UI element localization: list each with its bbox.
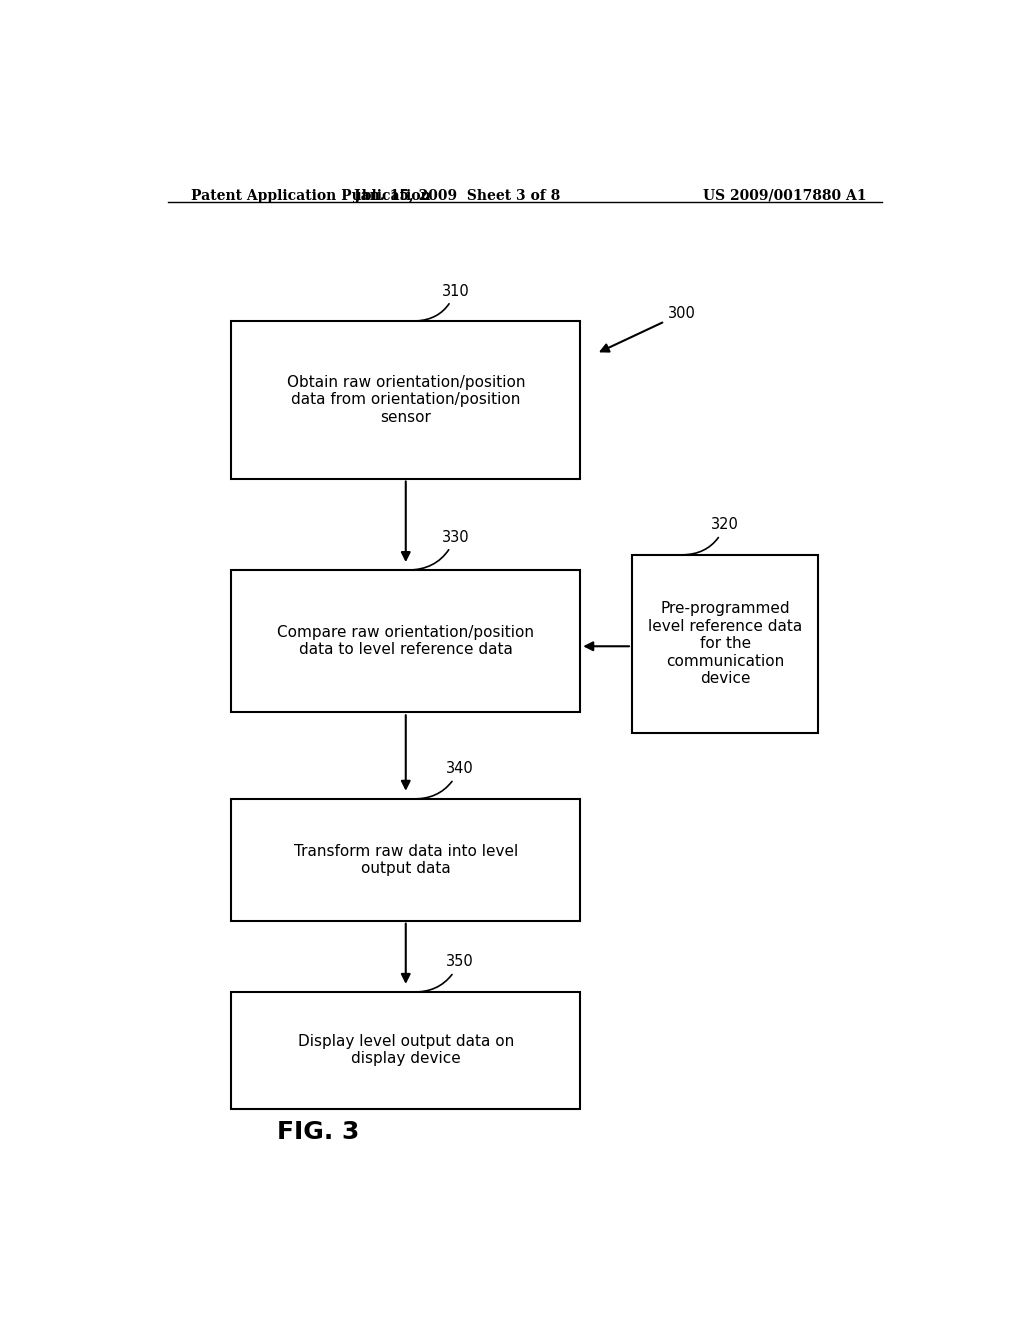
Text: Transform raw data into level
output data: Transform raw data into level output dat… [294, 843, 518, 876]
Text: 340: 340 [413, 762, 473, 799]
Text: 330: 330 [409, 529, 469, 570]
Text: 310: 310 [417, 284, 469, 321]
Text: Obtain raw orientation/position
data from orientation/position
sensor: Obtain raw orientation/position data fro… [287, 375, 525, 425]
Text: Patent Application Publication: Patent Application Publication [191, 189, 431, 203]
Text: 320: 320 [682, 517, 739, 554]
Text: 300: 300 [601, 306, 695, 351]
Bar [231, 799, 581, 921]
Bar [231, 570, 581, 713]
Bar [632, 554, 818, 733]
Text: Compare raw orientation/position
data to level reference data: Compare raw orientation/position data to… [278, 624, 535, 657]
Text: Pre-programmed
level reference data
for the
communication
device: Pre-programmed level reference data for … [648, 602, 803, 686]
Text: Jan. 15, 2009  Sheet 3 of 8: Jan. 15, 2009 Sheet 3 of 8 [354, 189, 560, 203]
Text: 350: 350 [413, 954, 473, 993]
Text: US 2009/0017880 A1: US 2009/0017880 A1 [702, 189, 866, 203]
Text: FIG. 3: FIG. 3 [278, 1121, 359, 1144]
Text: Display level output data on
display device: Display level output data on display dev… [298, 1034, 514, 1067]
Bar [231, 321, 581, 479]
Bar [231, 991, 581, 1109]
